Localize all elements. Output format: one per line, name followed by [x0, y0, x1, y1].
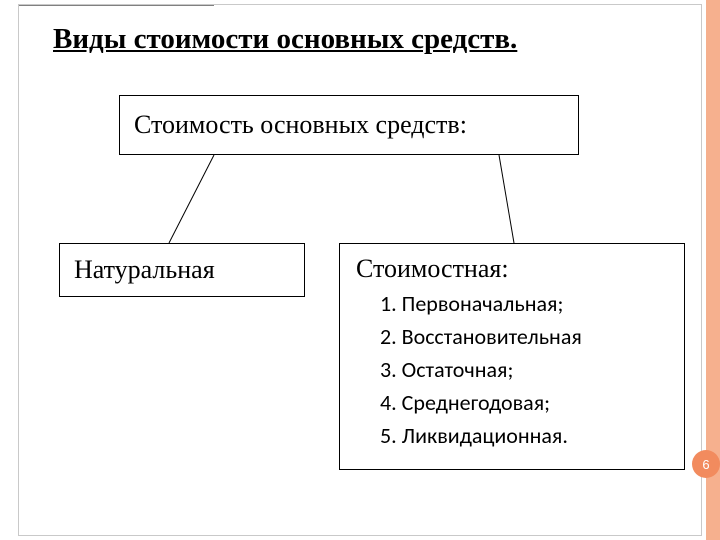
- box-top-text: Стоимость основных средств:: [134, 110, 467, 140]
- page-number-badge: 6: [692, 450, 720, 478]
- value-types-list: 1. Первоначальная; 2. Восстановительная …: [356, 290, 668, 449]
- box-left-text: Натуральная: [74, 255, 215, 285]
- list-item: 2. Восстановительная: [380, 323, 668, 350]
- slide-frame: Виды стоимости основных средств. Стоимос…: [18, 4, 702, 536]
- list-item: 3. Остаточная;: [380, 356, 668, 383]
- list-item: 5. Ликвидационная.: [380, 422, 668, 449]
- list-item: 4. Среднегодовая;: [380, 389, 668, 416]
- box-top: Стоимость основных средств:: [119, 95, 579, 155]
- page-number: 6: [702, 457, 709, 472]
- slide-title: Виды стоимости основных средств.: [53, 23, 517, 56]
- box-right-heading: Стоимостная:: [356, 254, 668, 284]
- box-left: Натуральная: [59, 243, 305, 297]
- box-right: Стоимостная: 1. Первоначальная; 2. Восст…: [339, 243, 685, 470]
- list-item: 1. Первоначальная;: [380, 290, 668, 317]
